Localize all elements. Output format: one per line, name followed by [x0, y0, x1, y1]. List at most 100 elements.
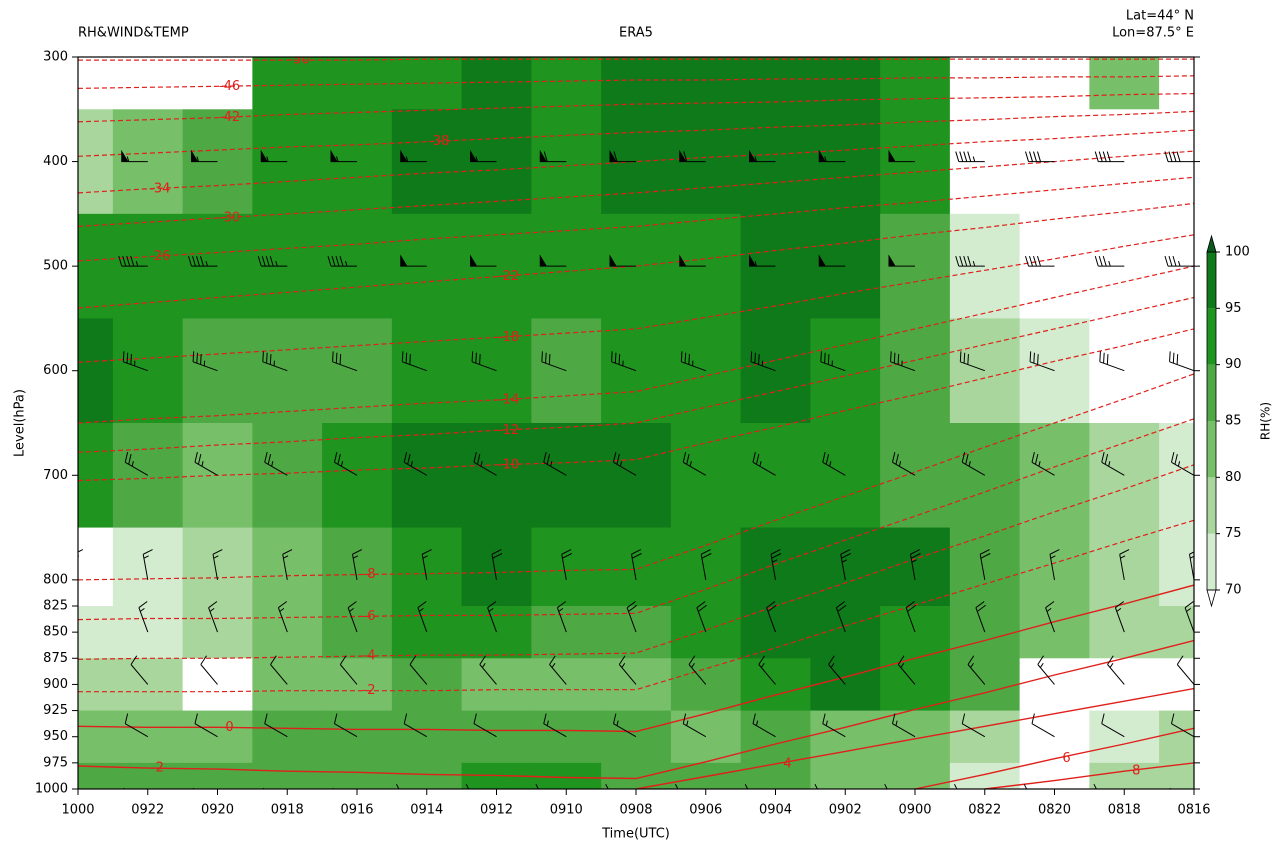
wind-barb: [479, 655, 497, 685]
wind-barb: [818, 254, 846, 267]
wind-barb: [1101, 713, 1125, 738]
rh-cell: [740, 527, 811, 607]
y-tick-label: 975: [43, 755, 68, 770]
wind-barb: [212, 549, 223, 580]
isotherm-label: -14: [498, 392, 519, 407]
colorbar-tick-label: 85: [1225, 414, 1242, 429]
wind-barb: [770, 549, 782, 580]
rh-cell: [78, 213, 114, 319]
rh-cell: [322, 318, 393, 424]
wind-barb: [1025, 255, 1055, 267]
wind-barb: [124, 713, 149, 738]
wind-barb: [352, 549, 363, 580]
rh-cell: [531, 762, 602, 789]
wind-barb: [192, 351, 218, 372]
wind-barb: [679, 57, 706, 58]
rh-cell: [531, 318, 602, 424]
rh-cell: [880, 710, 951, 764]
rh-cell: [601, 423, 672, 529]
colorbar-bin: [1207, 533, 1216, 590]
rh-cell: [391, 710, 463, 764]
wind-barb: [618, 655, 637, 685]
wind-barb: [688, 655, 707, 685]
wind-barb: [679, 149, 706, 163]
rh-cell: [252, 606, 323, 659]
wind-barb: [758, 655, 776, 685]
right-title: Lon=87.5° E: [1112, 26, 1194, 41]
y-axis-label: Level(hPa): [13, 389, 28, 457]
wind-barb: [626, 601, 638, 633]
rh-cell: [740, 710, 811, 764]
rh-cell: [112, 318, 184, 424]
rh-cell: [1089, 423, 1160, 529]
wind-barb: [556, 601, 567, 633]
wind-barb: [262, 351, 288, 372]
rh-cell: [531, 423, 602, 529]
colorbar-bin: [1207, 421, 1216, 478]
wind-barb: [470, 57, 497, 58]
x-tick-label: 0914: [410, 803, 443, 818]
wind-barb: [260, 149, 288, 163]
rh-cell: [740, 606, 811, 659]
rh-cell: [461, 658, 532, 712]
rh-cell: [322, 762, 393, 789]
wind-barb: [417, 601, 428, 633]
x-tick-label: 0918: [271, 803, 304, 818]
rh-cell: [182, 57, 253, 110]
wind-barb: [897, 655, 916, 685]
wind-barb: [1170, 452, 1194, 476]
isotherm-label: -50: [289, 53, 310, 68]
isotherm-label: -10: [498, 457, 519, 472]
isotherm: [914, 727, 1194, 789]
wind-barb: [1101, 452, 1125, 476]
rh-cell: [322, 606, 393, 659]
isotherm: [78, 202, 1194, 309]
isotherm: [78, 265, 1194, 424]
wind-barb: [822, 713, 846, 738]
wind-barb: [818, 57, 846, 58]
wind-barb: [487, 601, 497, 633]
y-tick-label: 800: [43, 572, 68, 587]
y-tick-label: 950: [43, 729, 68, 744]
x-axis-label: Time(UTC): [601, 827, 670, 842]
x-tick-label: 0922: [131, 803, 164, 818]
rh-cell: [670, 318, 742, 424]
y-tick-label: 700: [43, 468, 68, 483]
wind-barb: [1170, 713, 1194, 738]
wind-barb: [403, 713, 428, 738]
x-tick-label: 0910: [550, 803, 583, 818]
rh-cell: [1159, 710, 1194, 764]
rh-cell: [810, 527, 881, 607]
wind-barb: [471, 351, 497, 372]
wind-barb: [959, 351, 985, 372]
rh-cell: [112, 710, 184, 764]
wind-barb: [421, 549, 432, 580]
wind-barb: [1028, 57, 1055, 58]
rh-cell: [182, 710, 253, 764]
isotherm-label: 4: [783, 756, 791, 771]
wind-barb: [194, 713, 218, 738]
rh-cell: [391, 57, 463, 110]
rh-cell: [601, 762, 672, 789]
wind-barb: [200, 655, 218, 685]
rh-cell: [601, 318, 672, 424]
wind-barb: [955, 151, 985, 163]
isotherms: -50-46-42-38-34-30-26-22-18-14-12-10-8-6…: [78, 53, 1194, 789]
colorbar-bin: [1207, 308, 1216, 365]
wind-barb: [543, 452, 567, 476]
wind-barb: [766, 601, 777, 633]
wind-barb: [749, 149, 776, 163]
rh-cell: [182, 762, 253, 789]
isotherm: [78, 519, 1194, 693]
rh-cell: [252, 527, 323, 607]
wind-barb: [1176, 655, 1194, 685]
rh-cell: [880, 606, 951, 659]
isotherm-label: 6: [1062, 751, 1070, 766]
rh-cell: [880, 57, 951, 110]
wind-barb: [1037, 655, 1055, 685]
rh-field: [78, 57, 1194, 789]
rh-cell: [391, 423, 463, 529]
y-tick-label: 1000: [35, 782, 68, 797]
colorbar-extend-bottom: [1206, 589, 1217, 608]
wind-barb: [1025, 151, 1055, 163]
